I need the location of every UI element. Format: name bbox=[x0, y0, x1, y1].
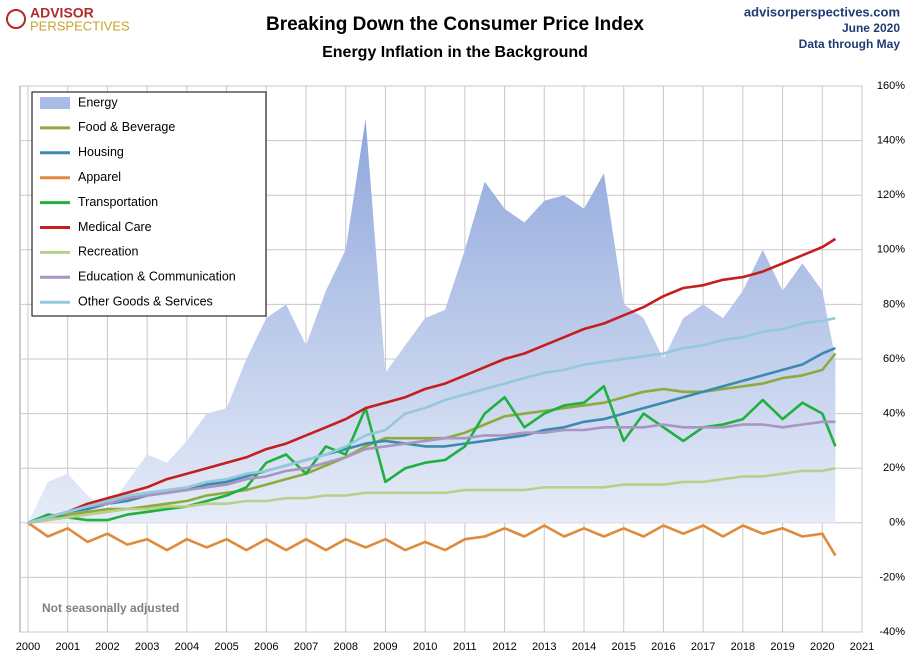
line bbox=[27, 420, 836, 525]
logo-icon bbox=[6, 9, 26, 29]
y-tick-label: 80% bbox=[883, 298, 905, 310]
x-tick-label: 2013 bbox=[532, 641, 556, 653]
annotation: Not seasonally adjusted bbox=[42, 601, 179, 615]
x-tick-label: 2000 bbox=[16, 641, 40, 653]
x-tick-label: 2009 bbox=[373, 641, 397, 653]
line bbox=[27, 237, 837, 525]
line bbox=[27, 316, 836, 525]
logo: ADVISOR bbox=[30, 5, 94, 21]
x-tick-label: 2006 bbox=[254, 641, 278, 653]
x-tick-label: 2001 bbox=[55, 641, 79, 653]
legend-box bbox=[31, 91, 267, 317]
y-tick-label: 120% bbox=[877, 189, 905, 201]
axes: 2000 2001 2002 2003 2004 2005 2006 2007 2008 2009… bbox=[16, 80, 905, 653]
area bbox=[28, 118, 836, 523]
y-tick-label: 40% bbox=[883, 408, 905, 420]
x-tick-label: 2020 bbox=[810, 641, 834, 653]
x-tick-label: 2011 bbox=[453, 641, 477, 653]
x-tick-label: 2004 bbox=[175, 641, 199, 653]
y-tick-label: 60% bbox=[883, 353, 905, 365]
legend-label: Apparel bbox=[78, 170, 121, 184]
y-tick-label: 20% bbox=[883, 462, 905, 474]
legend-label: Medical Care bbox=[78, 220, 152, 234]
x-tick-label: 2019 bbox=[770, 641, 794, 653]
chart-subtitle: Energy Inflation in the Background bbox=[322, 44, 588, 61]
legend-label: Food & Beverage bbox=[78, 120, 175, 134]
x-tick-label: 2003 bbox=[135, 641, 159, 653]
y-tick-label: -40% bbox=[879, 626, 905, 638]
y-tick-label: 160% bbox=[877, 80, 905, 92]
y-tick-label: -20% bbox=[879, 571, 905, 583]
legend-label: Education & Communication bbox=[78, 270, 236, 284]
x-tick-label: 2015 bbox=[611, 641, 635, 653]
y-tick-label: 100% bbox=[877, 244, 905, 256]
marks bbox=[27, 118, 837, 557]
y-tick-label: 0% bbox=[889, 517, 905, 529]
legend-label: Energy bbox=[78, 95, 118, 109]
x-tick-label: 2018 bbox=[731, 641, 755, 653]
x-tick-label: 2017 bbox=[691, 641, 715, 653]
x-tick-label: 2021 bbox=[850, 641, 874, 653]
logo: PERSPECTIVES bbox=[30, 18, 130, 33]
date: June 2020 bbox=[842, 21, 900, 35]
x-tick-label: 2005 bbox=[214, 641, 238, 653]
x-tick-label: 2014 bbox=[572, 641, 596, 653]
x-tick-label: 2012 bbox=[492, 641, 516, 653]
chart-title: Breaking Down the Consumer Price Index bbox=[266, 14, 644, 35]
line bbox=[27, 521, 837, 557]
data-note: Data through May bbox=[799, 37, 901, 51]
y-tick-label: 140% bbox=[877, 135, 905, 147]
legend-label: Recreation bbox=[78, 245, 138, 259]
x-tick-label: 2016 bbox=[651, 641, 675, 653]
legend-swatch bbox=[40, 97, 70, 109]
legend-label: Housing bbox=[78, 145, 124, 159]
legend-label: Transportation bbox=[78, 195, 158, 209]
x-tick-label: 2002 bbox=[95, 641, 119, 653]
line bbox=[27, 466, 836, 525]
x-tick-label: 2007 bbox=[294, 641, 318, 653]
x-tick-label: 2010 bbox=[413, 641, 437, 653]
x-tick-label: 2008 bbox=[333, 641, 357, 653]
legend-label: Other Goods & Services bbox=[78, 294, 213, 308]
source: advisorperspectives.com bbox=[744, 4, 900, 19]
legend: Energy Food & Beverage Housing Apparel Trans… bbox=[31, 91, 267, 317]
